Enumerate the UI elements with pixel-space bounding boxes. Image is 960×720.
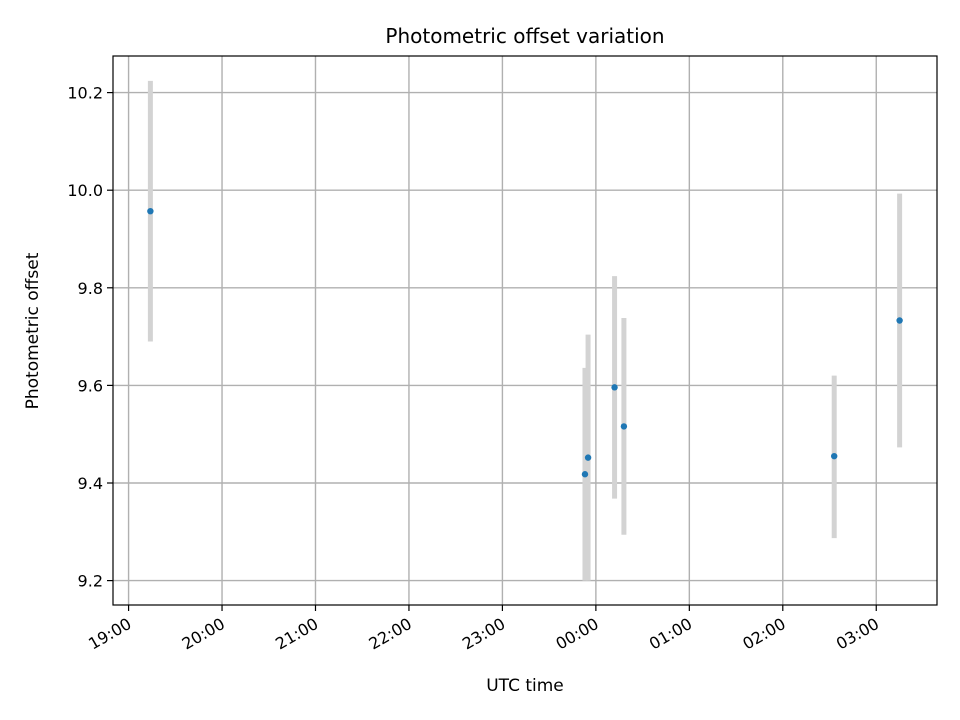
data-point — [147, 207, 154, 215]
y-tick-label: 9.4 — [78, 474, 103, 493]
data-point — [830, 452, 838, 460]
x-axis-label: UTC time — [486, 676, 564, 696]
y-tick-label: 9.8 — [78, 279, 103, 298]
y-tick-label: 9.2 — [78, 572, 103, 591]
y-axis-label: Photometric offset — [23, 252, 43, 409]
data-point — [896, 317, 903, 324]
y-tick-label: 10.0 — [67, 181, 103, 200]
grid — [113, 56, 937, 605]
data-point — [611, 384, 618, 391]
data-point — [581, 471, 589, 478]
data-points — [147, 207, 903, 478]
y-tick-label: 9.6 — [78, 376, 103, 395]
data-point — [620, 423, 628, 430]
chart-title: Photometric offset variation — [385, 24, 664, 48]
plot-frame — [112, 55, 938, 606]
y-tick-label: 10.2 — [67, 84, 103, 103]
data-point — [584, 454, 592, 461]
